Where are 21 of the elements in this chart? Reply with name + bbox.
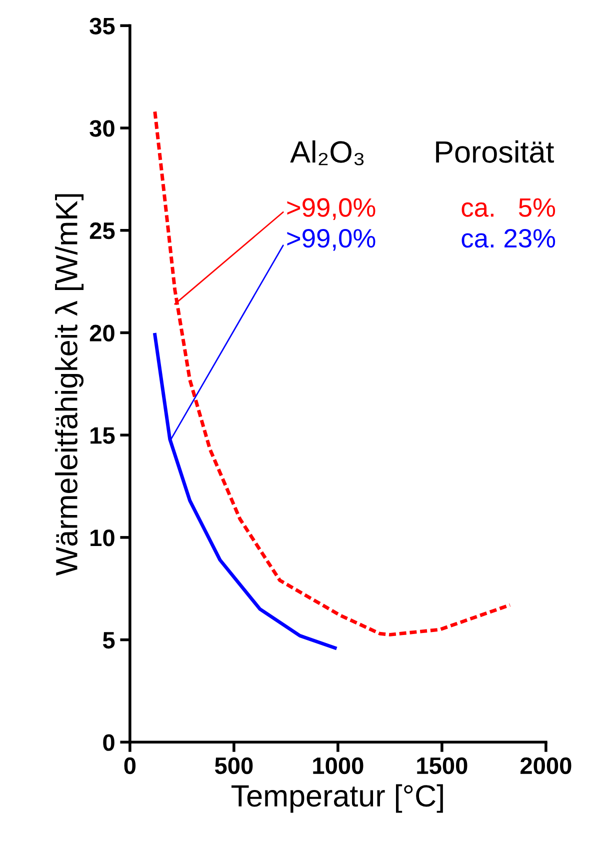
x-axis-title: Temperatur [°C] [231,784,443,813]
x-tick-label: 0 [124,757,136,774]
x-tick-label: 2000 [520,757,572,774]
x-tick-label: 1000 [313,757,364,774]
annotation: >99,0% [287,198,376,220]
annotation: Porosität [436,140,554,163]
x-tick-label: 500 [214,757,253,774]
annotation: ca. 5% [462,198,556,217]
y-tick-label: 15 [90,427,115,444]
y-tick-label: 35 [90,18,115,34]
y-tick-label: 5 [102,632,115,649]
y-tick-label: 20 [90,324,114,342]
x-tick-label: 1500 [417,757,468,774]
annotation: Al₂O₃ [290,140,364,166]
annotation: ca. 23% [462,228,556,248]
y-axis-title: Wärmeleitfähigkeit λ [W/mK] [55,194,84,576]
annotation: >99,0% [287,228,376,251]
y-tick-label: 25 [90,222,115,240]
y-tick-label: 0 [103,734,114,751]
y-tick-label: 10 [90,529,114,546]
y-tick-label: 30 [90,120,114,137]
